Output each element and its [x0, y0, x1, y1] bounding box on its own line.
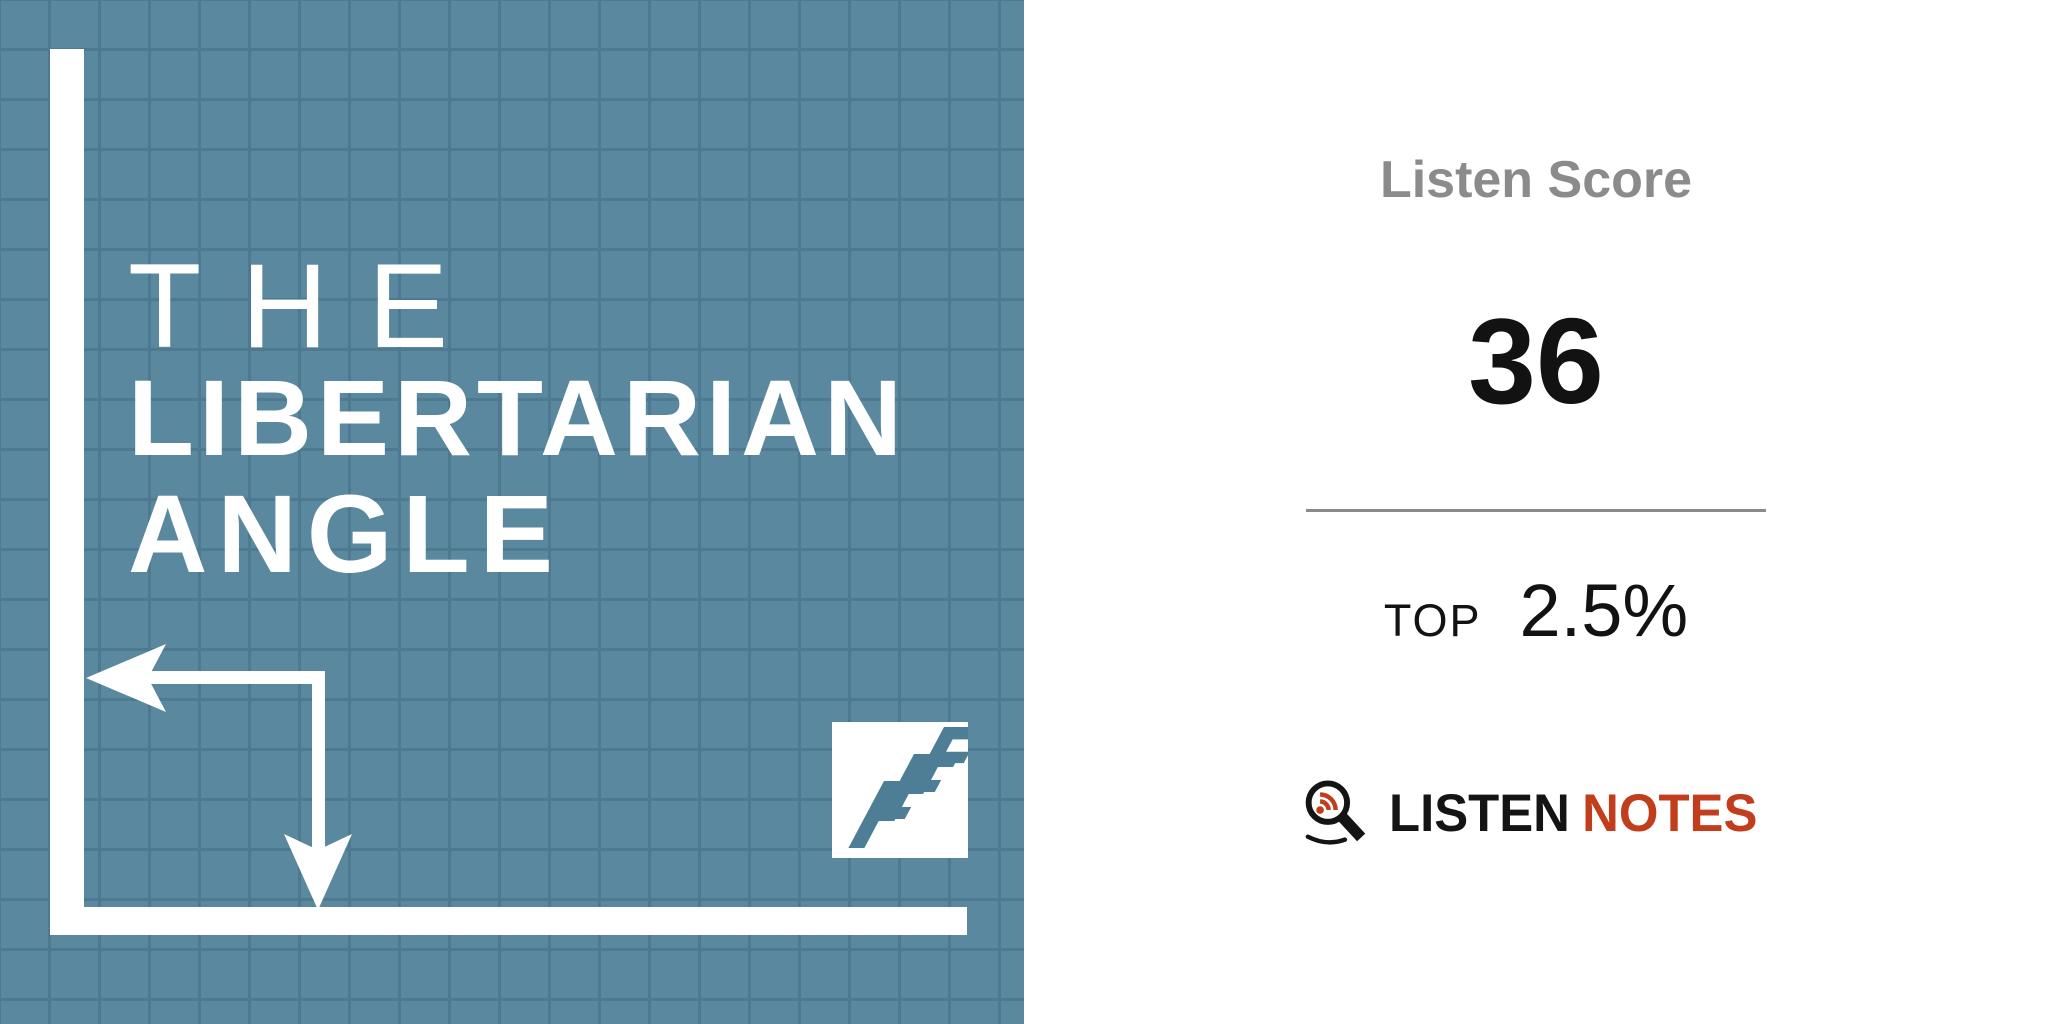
top-percent-value: 2.5%	[1519, 569, 1689, 652]
listen-notes-logo[interactable]: LISTEN NOTES	[1024, 776, 2048, 850]
listen-score-label: Listen Score	[1379, 151, 1693, 209]
magnifier-rss-icon	[1305, 780, 1366, 845]
fff-monogram-icon	[832, 722, 968, 858]
artwork-title-line-1: THE	[128, 239, 488, 373]
listen-score-panel: Listen Score 36 TOP 2.5%	[1024, 0, 2048, 1024]
brand-word-notes: NOTES	[1582, 783, 1758, 843]
top-prefix-label: TOP	[1383, 595, 1482, 646]
podcast-artwork[interactable]: THE LIBERTARIAN ANGLE	[0, 0, 1024, 1024]
chart-axis-icon	[50, 49, 967, 935]
listen-score-value: 36	[1468, 293, 1604, 429]
artwork-title-line-2: LIBERTARIAN	[128, 357, 907, 478]
brand-word-listen: LISTEN	[1389, 783, 1571, 843]
brand-wordmark: LISTEN NOTES	[1389, 787, 1757, 840]
top-percent-row: TOP 2.5%	[1024, 574, 2048, 648]
artwork-title-line-3: ANGLE	[128, 473, 563, 596]
right-angle-arrow-icon	[86, 644, 352, 910]
artwork-graphics	[50, 49, 968, 935]
divider-line	[1306, 509, 1766, 512]
